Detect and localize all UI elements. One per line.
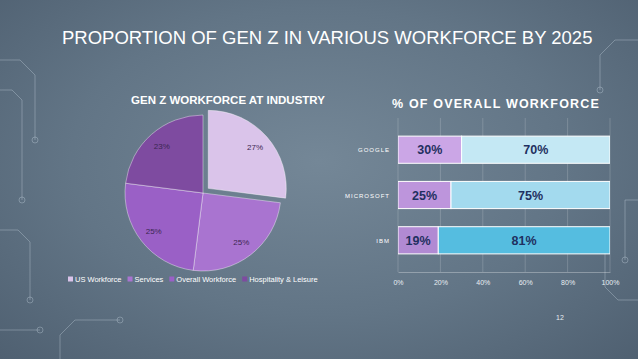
chart-title: % OF OVERALL WORKFORCE (392, 97, 600, 111)
circuit-node (117, 317, 123, 323)
data-label: 19% (406, 234, 431, 248)
tick-label: 0% (393, 279, 403, 286)
circuit-node (27, 297, 33, 303)
pie-slice (126, 115, 203, 193)
grid (398, 118, 610, 272)
circuit-line (60, 320, 120, 359)
pie-slice (193, 193, 280, 271)
circuit-line (0, 330, 40, 331)
pie-slice (208, 110, 286, 198)
legend-entry: Overall Workforce (176, 275, 236, 284)
circuit-node (622, 257, 628, 263)
legend-entry: Hospitality & Leisure (249, 275, 317, 284)
category-label: GOOGLE (358, 147, 390, 153)
tick: 40% (476, 272, 490, 286)
slide-title: PROPORTION OF GEN Z IN VARIOUS WORKFORCE… (62, 27, 592, 48)
data-label: 30% (417, 143, 442, 157)
tick-label: 60% (519, 279, 533, 286)
axis-line (399, 272, 611, 273)
circuit-line (600, 40, 638, 90)
legend-entry: Services (135, 275, 164, 284)
tick: 0% (393, 272, 403, 286)
data-label: 75% (518, 189, 543, 203)
circuit-node (19, 197, 25, 203)
tick-label: 20% (434, 279, 448, 286)
bar-segment (451, 181, 610, 208)
circuit-node (32, 137, 38, 143)
legend-entry: US Workforce (75, 275, 122, 284)
data-label: 23% (154, 142, 170, 151)
legend-swatch (169, 277, 174, 282)
circuit-line (625, 200, 638, 260)
data-label: 25% (146, 227, 162, 236)
legend: US Workforce Services Overall Workforce Hos… (68, 275, 318, 284)
tick-label: 40% (476, 279, 490, 286)
pie-chart: GEN Z WORKFORCE AT INDUSTRY 27% 25% 25% 23% U… (68, 94, 325, 284)
bar-segment (438, 227, 610, 254)
data-label: 70% (523, 143, 548, 157)
circuit-line (0, 90, 22, 200)
legend-swatch (68, 277, 73, 282)
data-label: 25% (233, 238, 249, 247)
bar-chart: % OF OVERALL WORKFORCE 30% 70% 25% 75% 19% 81%… (345, 97, 619, 286)
legend-swatch (242, 277, 247, 282)
tick: 80% (561, 272, 575, 286)
pie-slice (125, 183, 203, 270)
circuit-node (37, 327, 43, 333)
bar-segment (398, 227, 438, 254)
chart-title: GEN Z WORKFORCE AT INDUSTRY (131, 94, 325, 106)
circuit-line (0, 230, 30, 300)
data-labels: 30% 70% 25% 75% 19% 81% (406, 143, 549, 248)
bar-segment (462, 136, 610, 163)
bar-segment (398, 181, 451, 208)
category-label: MICROSOFT (345, 193, 390, 199)
slide: PROPORTION OF GEN Z IN VARIOUS WORKFORCE… (0, 0, 638, 359)
decoration (0, 40, 638, 359)
x-axis: 0% 20% 40% 60% 80% 100% (393, 272, 619, 286)
data-label: 81% (512, 234, 537, 248)
data-label: 27% (247, 143, 263, 152)
page-number: 12 (556, 314, 564, 321)
tick: 20% (434, 272, 448, 286)
tick-label: 80% (561, 279, 575, 286)
circuit-line (0, 60, 35, 140)
bar-segment (398, 136, 462, 163)
circuit-node (597, 87, 603, 93)
category-label: IBM (376, 238, 390, 244)
tick: 60% (519, 272, 533, 286)
tick-label: 100% (602, 279, 620, 286)
tick: 100% (602, 272, 620, 286)
data-label: 25% (412, 189, 437, 203)
legend-swatch (128, 277, 133, 282)
slices: 27% 25% 25% 23% (125, 110, 286, 271)
bars (398, 136, 610, 254)
